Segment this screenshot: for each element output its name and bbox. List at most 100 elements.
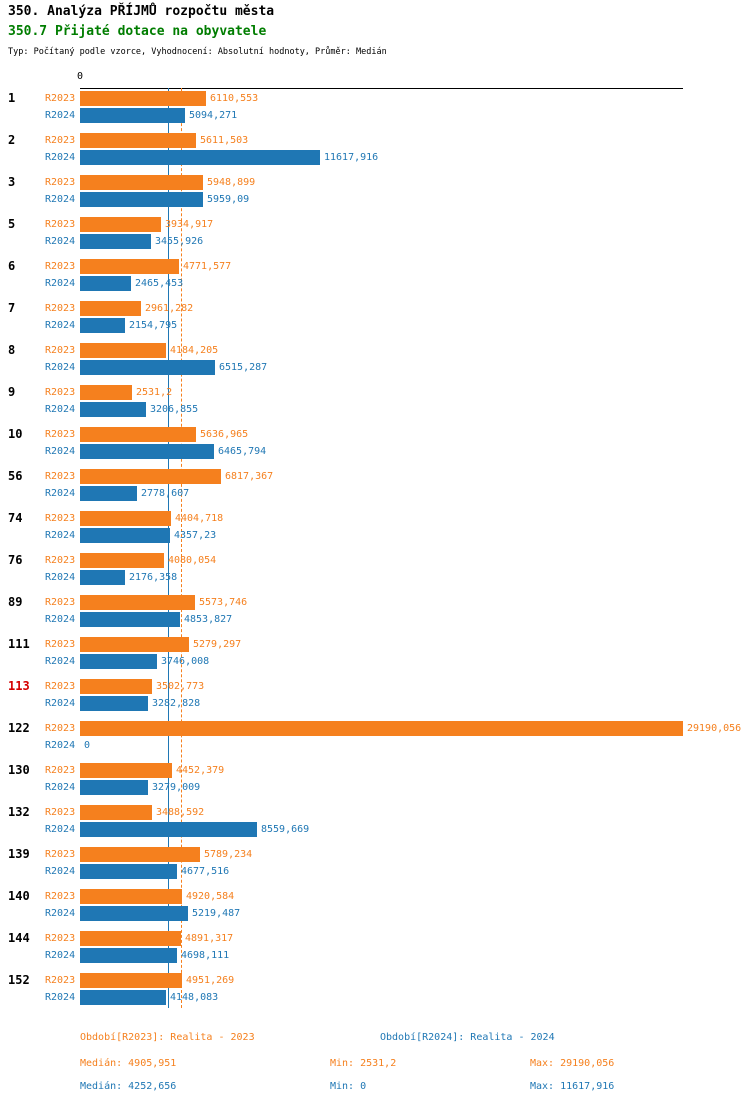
bar-row-r2024: R2024 2465,453 (45, 276, 183, 291)
category-group-9: 9 R2023 2531,2 R2024 3206,855 (0, 385, 750, 417)
category-group-7: 7 R2023 2961,282 R2024 2154,795 (0, 301, 750, 333)
category-group-122: 122 R2023 29190,056 R2024 0 (0, 721, 750, 753)
bar-row-r2024: R2024 3282,828 (45, 696, 200, 711)
bar-value-label: 11617,916 (324, 152, 379, 163)
bar-r2023 (80, 553, 164, 568)
bar-r2024 (80, 906, 188, 921)
bar-row-r2023: R2023 5948,899 (45, 175, 255, 190)
series-label-r2024: R2024 (45, 404, 76, 415)
bar-value-label: 5611,503 (200, 135, 249, 146)
bar-r2024 (80, 696, 148, 711)
category-group-130: 130 R2023 4452,379 R2024 3279,009 (0, 763, 750, 795)
bar-row-r2023: R2023 5573,746 (45, 595, 247, 610)
series-label-r2024: R2024 (45, 614, 76, 625)
series-label-r2023: R2023 (45, 639, 76, 650)
category-label: 5 (8, 217, 16, 231)
series-label-r2023: R2023 (45, 471, 76, 482)
category-group-139: 139 R2023 5789,234 R2024 4677,516 (0, 847, 750, 879)
series-label-r2023: R2023 (45, 345, 76, 356)
bar-value-label: 2154,795 (129, 320, 178, 331)
bar-value-label: 3455,926 (155, 236, 204, 247)
bar-row-r2024: R2024 2154,795 (45, 318, 177, 333)
bar-value-label: 4698,111 (181, 950, 230, 961)
category-label: 56 (8, 469, 23, 483)
series-label-r2023: R2023 (45, 303, 76, 314)
category-group-3: 3 R2023 5948,899 R2024 5959,09 (0, 175, 750, 207)
bar-r2023 (80, 217, 161, 232)
bar-r2023 (80, 763, 172, 778)
category-label: 76 (8, 553, 23, 567)
series-label-r2024: R2024 (45, 992, 76, 1003)
bar-value-label: 0 (84, 740, 91, 751)
legend-r2024-period: Období[R2024]: Realita - 2024 (380, 1032, 555, 1043)
bar-row-r2024: R2024 6465,794 (45, 444, 266, 459)
category-label: 8 (8, 343, 16, 357)
x-axis-line (80, 88, 683, 89)
bar-value-label: 4452,379 (176, 765, 225, 776)
category-group-6: 6 R2023 4771,577 R2024 2465,453 (0, 259, 750, 291)
bar-row-r2024: R2024 3279,009 (45, 780, 200, 795)
bar-value-label: 3934,917 (165, 219, 214, 230)
bar-row-r2023: R2023 4891,317 (45, 931, 233, 946)
category-label: 152 (8, 973, 30, 987)
chart-title: 350. Analýza PŘÍJMŮ rozpočtu města (8, 4, 275, 19)
series-label-r2024: R2024 (45, 698, 76, 709)
category-label: 130 (8, 763, 30, 777)
bar-row-r2023: R2023 4951,269 (45, 973, 234, 988)
bar-value-label: 4677,516 (181, 866, 230, 877)
bar-r2024 (80, 402, 146, 417)
chart-subtitle: 350.7 Přijaté dotace na obyvatele (8, 24, 267, 39)
category-group-111: 111 R2023 5279,297 R2024 3746,008 (0, 637, 750, 669)
category-label: 9 (8, 385, 16, 399)
series-label-r2023: R2023 (45, 849, 76, 860)
bar-value-label: 3282,828 (152, 698, 201, 709)
bar-value-label: 2176,358 (129, 572, 178, 583)
bar-r2024 (80, 318, 125, 333)
series-label-r2024: R2024 (45, 530, 76, 541)
bar-row-r2023: R2023 5636,965 (45, 427, 248, 442)
category-label: 1 (8, 91, 16, 105)
bar-row-r2024: R2024 4677,516 (45, 864, 229, 879)
bar-r2023 (80, 931, 181, 946)
category-label: 132 (8, 805, 30, 819)
bar-r2023 (80, 595, 195, 610)
series-label-r2024: R2024 (45, 908, 76, 919)
bar-row-r2023: R2023 3488,592 (45, 805, 204, 820)
series-label-r2024: R2024 (45, 236, 76, 247)
stat-r2023-median: Medián: 4905,951 (80, 1058, 177, 1069)
category-group-132: 132 R2023 3488,592 R2024 8559,669 (0, 805, 750, 837)
series-label-r2023: R2023 (45, 555, 76, 566)
stat-r2023-max: Max: 29190,056 (530, 1058, 615, 1069)
bar-r2023 (80, 343, 166, 358)
bar-row-r2023: R2023 4920,584 (45, 889, 234, 904)
bar-value-label: 2531,2 (136, 387, 173, 398)
bar-r2023 (80, 847, 200, 862)
series-label-r2023: R2023 (45, 765, 76, 776)
series-label-r2024: R2024 (45, 194, 76, 205)
bar-value-label: 3206,855 (150, 404, 199, 415)
series-label-r2024: R2024 (45, 488, 76, 499)
bar-value-label: 4853,827 (184, 614, 233, 625)
chart-meta-line: Typ: Počítaný podle vzorce, Vyhodnocení:… (8, 47, 387, 57)
median-line-r2024 (167, 88, 169, 1008)
bar-r2024 (80, 108, 185, 123)
bar-r2024 (80, 948, 177, 963)
bar-r2024 (80, 990, 166, 1005)
category-label: 10 (8, 427, 23, 441)
category-group-74: 74 R2023 4404,718 R2024 4357,23 (0, 511, 750, 543)
category-label: 2 (8, 133, 16, 147)
bar-value-label: 6465,794 (218, 446, 267, 457)
bar-row-r2024: R2024 2778,607 (45, 486, 189, 501)
bar-rows-container: 1 R2023 6110,553 R2024 5094,271 2 R2023 5611,50… (0, 91, 750, 1015)
bar-value-label: 4404,718 (175, 513, 224, 524)
bar-row-r2024: R2024 5959,09 (45, 192, 249, 207)
bar-r2023 (80, 259, 179, 274)
bar-row-r2023: R2023 2961,282 (45, 301, 193, 316)
series-label-r2024: R2024 (45, 782, 76, 793)
series-label-r2024: R2024 (45, 656, 76, 667)
bar-r2023 (80, 301, 141, 316)
category-group-10: 10 R2023 5636,965 R2024 6465,794 (0, 427, 750, 459)
bar-row-r2023: R2023 3502,773 (45, 679, 204, 694)
category-group-113: 113 R2023 3502,773 R2024 3282,828 (0, 679, 750, 711)
bar-value-label: 4080,054 (168, 555, 217, 566)
